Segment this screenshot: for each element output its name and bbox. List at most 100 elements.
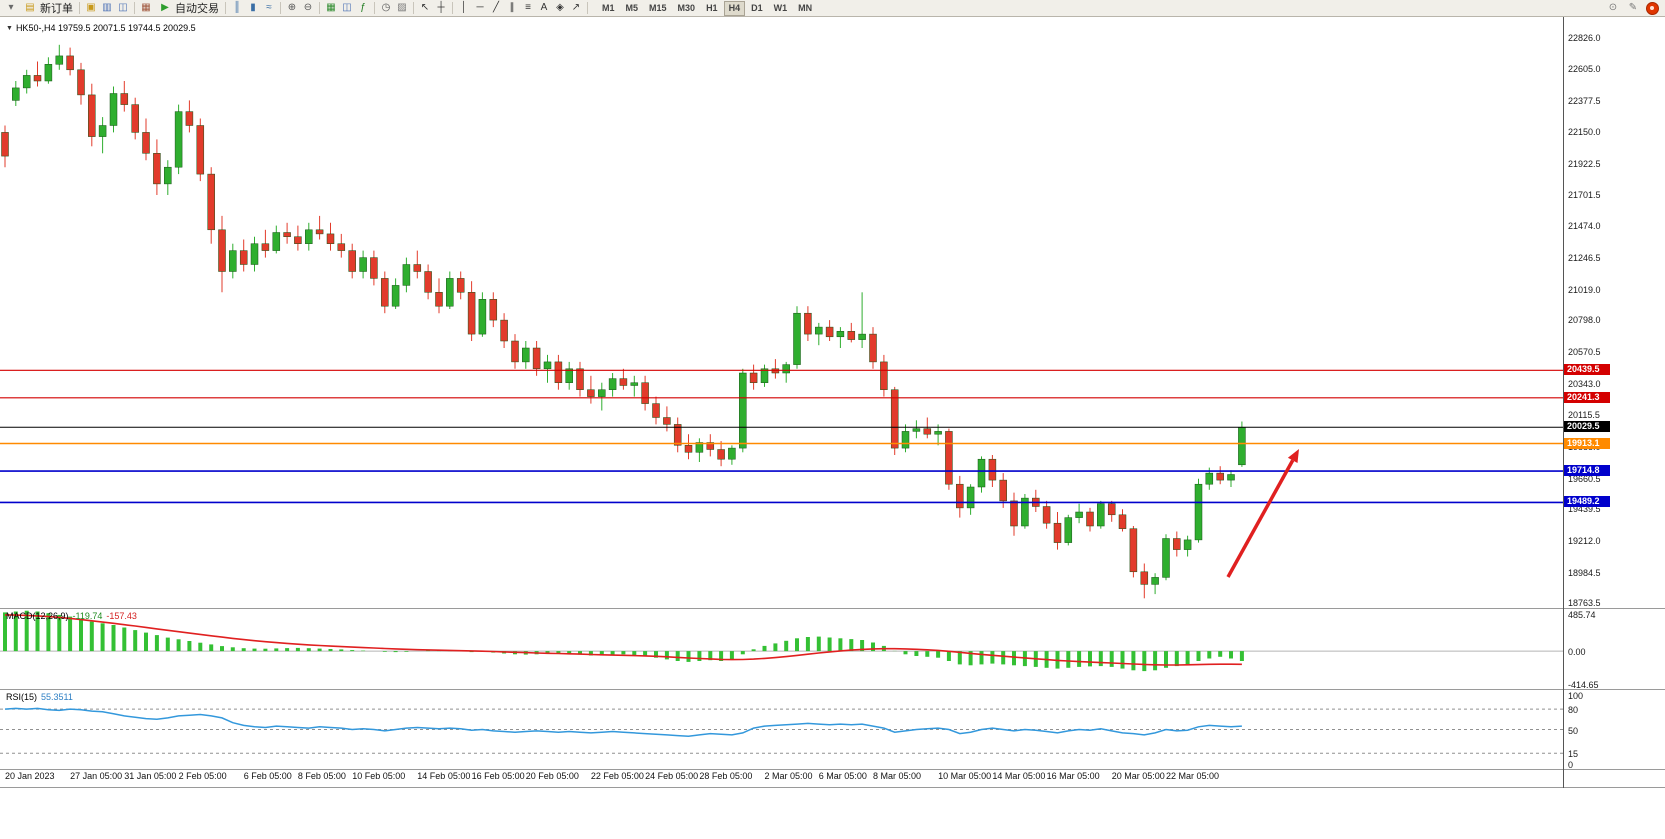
time-axis-label: 14 Mar 05:00 [992, 771, 1046, 781]
price-axis-label: 21019.0 [1568, 284, 1601, 295]
time-axis-label: 2 Mar 05:00 [764, 771, 813, 781]
macd-axis-label: 0.00 [1568, 647, 1586, 658]
zoom-out-icon[interactable]: ⊖ [303, 2, 313, 13]
crosshair-icon[interactable]: ┼ [437, 2, 445, 13]
time-axis-label: 6 Mar 05:00 [818, 771, 867, 781]
templates-icon[interactable]: ▨ [397, 2, 407, 13]
new-order-icon: ▤ [25, 2, 35, 13]
toolbar-separator [225, 2, 226, 14]
timeframe-h4[interactable]: H4 [723, 0, 746, 16]
rsi-indicator-label: RSI(15) 55.3511 [6, 692, 73, 702]
time-axis-label: 22 Feb 05:00 [590, 771, 644, 781]
arrows-icon[interactable]: ↗ [571, 2, 581, 13]
time-axis-label: 28 Feb 05:00 [699, 771, 753, 781]
timeframe-m15[interactable]: M15 [649, 3, 667, 13]
quick-search-icon[interactable]: ⊙ [1608, 2, 1618, 13]
time-axis[interactable]: 20 Jan 2023 27 Jan 05:00 31 Jan 05:00 2 Feb… [0, 770, 1563, 787]
shapes-icon[interactable]: ◈ [556, 2, 564, 13]
tile-windows-icon[interactable]: ◫ [342, 2, 352, 13]
time-axis-label: 20 Feb 05:00 [525, 771, 579, 781]
bar-chart-icon[interactable]: ║ [233, 2, 241, 13]
new-order-button-label: 新订单 [40, 3, 73, 15]
periods-icon[interactable]: ◷ [381, 2, 391, 13]
price-level-badge: 20241.3 [1564, 391, 1610, 403]
time-axis-label: 16 Feb 05:00 [471, 771, 525, 781]
time-axis-label: 20 Jan 2023 [5, 771, 55, 781]
candlestick-icon[interactable]: ▮ [250, 2, 256, 13]
toolbar-right-group: ⊙ ✎ [1605, 1, 1662, 16]
quick-edit-icon[interactable]: ✎ [1628, 2, 1638, 13]
new-order-button[interactable]: ▤ 新订单 [19, 1, 76, 16]
rsi-axis-label: 50 [1568, 725, 1579, 736]
profiles-icon[interactable]: ▣ [86, 2, 96, 13]
chart-menu-icon[interactable]: ▼ [6, 24, 13, 32]
toolbar-separator [134, 2, 135, 14]
macd-signal-value: -157.43 [106, 611, 137, 621]
macd-name: MACD(12,26,9) [6, 611, 69, 621]
rsi-pane-divider[interactable] [0, 689, 1665, 690]
price-chart-canvas[interactable] [0, 17, 1563, 608]
timeframe-w1[interactable]: W1 [773, 3, 788, 13]
macd-axis-label: 485.74 [1568, 610, 1596, 620]
bottom-divider [0, 787, 1665, 788]
fibonacci-icon[interactable]: ≡ [525, 2, 531, 13]
toolbar-separator [319, 2, 320, 14]
chart-ohlc-text: HK50-,H4 19759.5 20071.5 19744.5 20029.5 [15, 23, 196, 33]
price-axis-label: 18763.5 [1568, 598, 1601, 609]
timeframe-d1[interactable]: D1 [751, 3, 763, 13]
macd-main-value: -119.74 [72, 611, 103, 621]
toolbar: ▾ ▤ 新订单 ▣ ▥ ◫ ▦ ▶ 自动交易 ║ ▮ ≈ ⊕ ⊖ ▦ ◫ ƒ ◷ ▨ ↖ ┼ │ ─ ╱ ∥ ≡ A ◈ ↗ M1 M5 M… [0, 0, 1665, 17]
macd-pane-canvas[interactable] [0, 609, 1563, 689]
line-chart-icon[interactable]: ≈ [266, 2, 272, 13]
data-window-icon[interactable]: ◫ [118, 2, 128, 13]
rsi-axis-label: 80 [1568, 705, 1579, 716]
toolbar-separator [280, 2, 281, 14]
vertical-line-icon[interactable]: │ [460, 2, 468, 13]
timeframe-m1[interactable]: M1 [602, 3, 615, 13]
grid-icon[interactable]: ▦ [326, 2, 336, 13]
time-axis-label: 14 Feb 05:00 [417, 771, 471, 781]
price-level-badge: 20439.5 [1564, 364, 1610, 376]
price-axis-label: 18984.5 [1568, 567, 1601, 578]
price-level-badge: 19489.2 [1564, 496, 1610, 508]
time-axis-label: 31 Jan 05:00 [124, 771, 177, 781]
toolbar-separator [374, 2, 375, 14]
text-icon[interactable]: A [540, 2, 548, 13]
toolbar-left-group: ▾ ▤ 新订单 ▣ ▥ ◫ ▦ ▶ 自动交易 ║ ▮ ≈ ⊕ ⊖ ▦ ◫ ƒ ◷ ▨ ↖ ┼ │ ─ ╱ ∥ ≡ A ◈ ↗ [3, 1, 591, 16]
horizontal-line-icon[interactable]: ─ [476, 2, 484, 13]
indicators-icon[interactable]: ƒ [360, 2, 366, 13]
price-axis-label: 19212.0 [1568, 536, 1601, 546]
chart-shift-icon[interactable]: ▾ [8, 2, 14, 13]
price-axis-label: 20343.0 [1568, 378, 1601, 389]
price-axis-label: 21474.0 [1568, 221, 1601, 232]
toolbar-separator [587, 2, 588, 14]
time-axis-label: 8 Feb 05:00 [297, 771, 346, 781]
auto-trading-button[interactable]: ▶ 自动交易 [154, 1, 222, 16]
terminal-icon[interactable]: ▦ [141, 2, 151, 13]
rsi-pane-canvas[interactable] [0, 690, 1563, 769]
time-axis-label: 22 Mar 05:00 [1166, 771, 1220, 781]
market-watch-icon[interactable]: ▥ [102, 2, 112, 13]
channel-icon[interactable]: ∥ [509, 2, 515, 13]
cursor-icon[interactable]: ↖ [420, 2, 430, 13]
timeframe-h1[interactable]: H1 [706, 3, 718, 13]
price-level-badge: 19714.8 [1564, 465, 1610, 477]
timeframe-m5[interactable]: M5 [625, 3, 639, 13]
rsi-value: 55.3511 [41, 692, 73, 702]
time-axis-divider [0, 769, 1665, 770]
notification-badge[interactable] [1646, 1, 1659, 15]
trendline-icon[interactable]: ╱ [492, 2, 500, 13]
time-axis-label: 10 Feb 05:00 [352, 771, 406, 781]
time-axis-label: 2 Feb 05:00 [178, 771, 227, 781]
macd-pane-divider[interactable] [0, 608, 1665, 609]
timeframe-mn[interactable]: MN [798, 3, 813, 13]
time-axis-label: 6 Feb 05:00 [243, 771, 292, 781]
price-axis-label: 19439.5 [1568, 504, 1601, 515]
zoom-in-icon[interactable]: ⊕ [287, 2, 297, 13]
chart-ohlc-header: ▼ HK50-,H4 19759.5 20071.5 19744.5 20029… [6, 23, 196, 33]
time-axis-label: 20 Mar 05:00 [1111, 771, 1165, 781]
timeframe-toolbar: M1 M5 M15 M30 H1 H4 D1 W1 MN [597, 0, 818, 16]
rsi-name: RSI(15) [6, 692, 38, 702]
timeframe-m30[interactable]: M30 [677, 3, 696, 13]
